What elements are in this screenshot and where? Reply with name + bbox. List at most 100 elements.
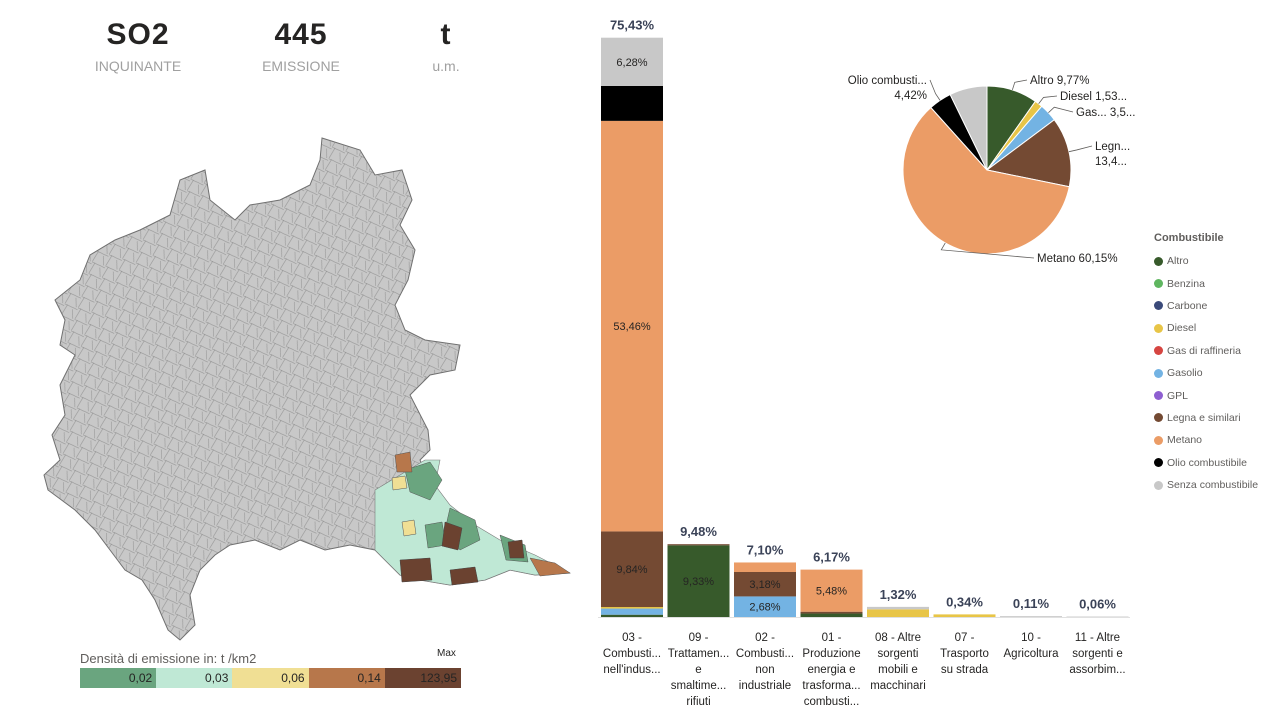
bar-data-label-2-gasolio: 2,68% [749,602,780,614]
bar-segment-0-olio-combustibile[interactable] [601,86,663,121]
area-dark-3[interactable] [450,567,478,585]
density-legend-seg-1[interactable]: 0,02 [80,668,156,688]
bar-data-label-0-metano: 53,46% [613,321,651,333]
kpi-emission-label: EMISSIONE [226,58,376,74]
legend-dot-icon [1154,346,1163,355]
density-legend-seg-3[interactable]: 0,06 [232,668,308,688]
legend-item-gas-di-raffineria[interactable]: Gas di raffineria [1154,340,1274,362]
density-legend-seg-2[interactable]: 0,03 [156,668,232,688]
legend-item-label: Senza combustibile [1167,479,1258,491]
legend-item-altro[interactable]: Altro [1154,250,1274,272]
category-label-7-line-0: 11 - Altre [1075,632,1120,644]
legend-dot-icon [1154,324,1163,333]
legend-item-legna-e-similari[interactable]: Legna e similari [1154,407,1274,429]
legend-dot-icon [1154,436,1163,445]
legend-dot-icon [1154,481,1163,490]
area-dark-4[interactable] [508,540,524,558]
category-label-1-line-0: 09 - [689,632,709,644]
legend-item-gpl[interactable]: GPL [1154,384,1274,406]
kpi-pollutant-label: INQUINANTE [63,58,213,74]
legend-item-benzina[interactable]: Benzina [1154,272,1274,294]
bar-segment-0-diesel[interactable] [601,607,663,609]
area-brown-1[interactable] [395,452,412,472]
bar-segment-0-altro[interactable] [601,615,663,617]
category-label-0-line-0: 03 - [622,632,642,644]
legend-item-senza-combustibile[interactable]: Senza combustibile [1154,474,1274,496]
kpi-unit-label: u.m. [371,58,521,74]
legend-dot-icon [1154,279,1163,288]
density-legend-title: Densità di emissione in: t /km2 [80,651,256,666]
bar-total-label-5: 0,34% [946,594,983,609]
density-legend-seg-5[interactable]: 123,95 [385,668,461,688]
bar-data-label-0-legna-e-similari: 9,84% [616,564,647,576]
bar-segment-3-legna-e-similari[interactable] [801,612,863,614]
bar-segment-6-senza-combustibile[interactable] [1000,616,1062,617]
category-label-4-line-0: 08 - Altre [875,632,921,644]
pie-label-3-line-1: 13,4... [1095,156,1127,168]
fuel-pie-chart: Altro 9,77%Diesel 1,53...Gas... 3,5...Le… [830,60,1150,280]
bar-total-label-4: 1,32% [880,587,917,602]
legend-item-label: Metano [1167,434,1202,446]
category-label-3-line-4: combusti... [804,696,860,708]
pie-leader-line-2 [1048,107,1073,112]
category-label-1-line-1: Trattamen... [668,648,730,660]
category-label-1-line-4: rifiuti [686,696,710,708]
bar-total-label-2: 7,10% [747,542,784,557]
legend-item-label: Gasolio [1167,367,1203,379]
bar-segment-5-diesel[interactable] [934,614,996,617]
bar-total-label-1: 9,48% [680,524,717,539]
category-label-6-line-0: 10 - [1021,632,1041,644]
category-label-1-line-3: smaltime... [671,680,727,692]
legend-item-carbone[interactable]: Carbone [1154,295,1274,317]
legend-item-gasolio[interactable]: Gasolio [1154,362,1274,384]
bar-segment-4-diesel[interactable] [867,609,929,617]
density-legend-bar: 0,02 0,03 0,06 0,14 123,95 [80,668,461,688]
combustibile-legend: Combustibile Altro Benzina Carbone Diesel Ga… [1154,232,1274,496]
category-label-3-line-3: trasforma... [802,680,860,692]
category-label-7-line-1: sorgenti e [1072,648,1123,660]
kpi-emission: 445 EMISSIONE [226,18,376,74]
legend-item-label: Gas di raffineria [1167,345,1241,357]
legend-dot-icon [1154,391,1163,400]
pie-label-4-line-0: Metano 60,15% [1037,253,1118,265]
bar-segment-2-metano[interactable] [734,562,796,572]
legend-item-label: GPL [1167,390,1188,402]
category-label-2-line-1: Combusti... [736,648,794,660]
pie-label-0-line-0: Altro 9,77% [1030,75,1089,87]
pie-label-3-line-0: Legn... [1095,141,1130,153]
legend-dot-icon [1154,257,1163,266]
category-label-0-line-1: Combusti... [603,648,661,660]
bar-segment-3-altro[interactable] [801,614,863,617]
legend-item-label: Altro [1167,255,1189,267]
bar-segment-1-legna-e-similari[interactable] [668,544,730,545]
bar-data-label-3-metano: 5,48% [816,586,847,598]
legend-dot-icon [1154,458,1163,467]
legend-item-label: Diesel [1167,322,1196,334]
category-label-5-line-2: su strada [941,664,989,676]
bar-segment-0-gasolio[interactable] [601,609,663,615]
bar-data-label-1-altro: 9,33% [683,576,714,588]
pie-label-5-line-0: Olio combusti... [848,75,927,87]
legend-item-olio-combustibile[interactable]: Olio combustibile [1154,452,1274,474]
bar-total-label-0: 75,43% [610,18,655,33]
pie-leader-line-5 [930,80,940,100]
legend-item-metano[interactable]: Metano [1154,429,1274,451]
legend-item-diesel[interactable]: Diesel [1154,317,1274,339]
pie-label-2-line-0: Gas... 3,5... [1076,107,1135,119]
category-label-3-line-2: energia e [808,664,856,676]
legend-item-label: Legna e similari [1167,412,1241,424]
category-label-2-line-0: 02 - [755,632,775,644]
area-dark-2[interactable] [400,558,432,582]
bar-segment-4-senza-combustibile[interactable] [867,607,929,609]
category-label-5-line-1: Trasporto [940,648,989,660]
density-legend-seg-4[interactable]: 0,14 [309,668,385,688]
legend-item-label: Olio combustibile [1167,457,1247,469]
region-choropleth-map[interactable] [30,130,590,650]
legend-dot-icon [1154,413,1163,422]
density-legend-max: Max [437,648,456,659]
area-yellow-1[interactable] [392,476,407,490]
category-label-4-line-1: sorgenti [878,648,919,660]
area-yellow-2[interactable] [402,520,416,536]
kpi-unit-value: t [371,18,521,52]
category-label-4-line-2: mobili e [878,664,918,676]
